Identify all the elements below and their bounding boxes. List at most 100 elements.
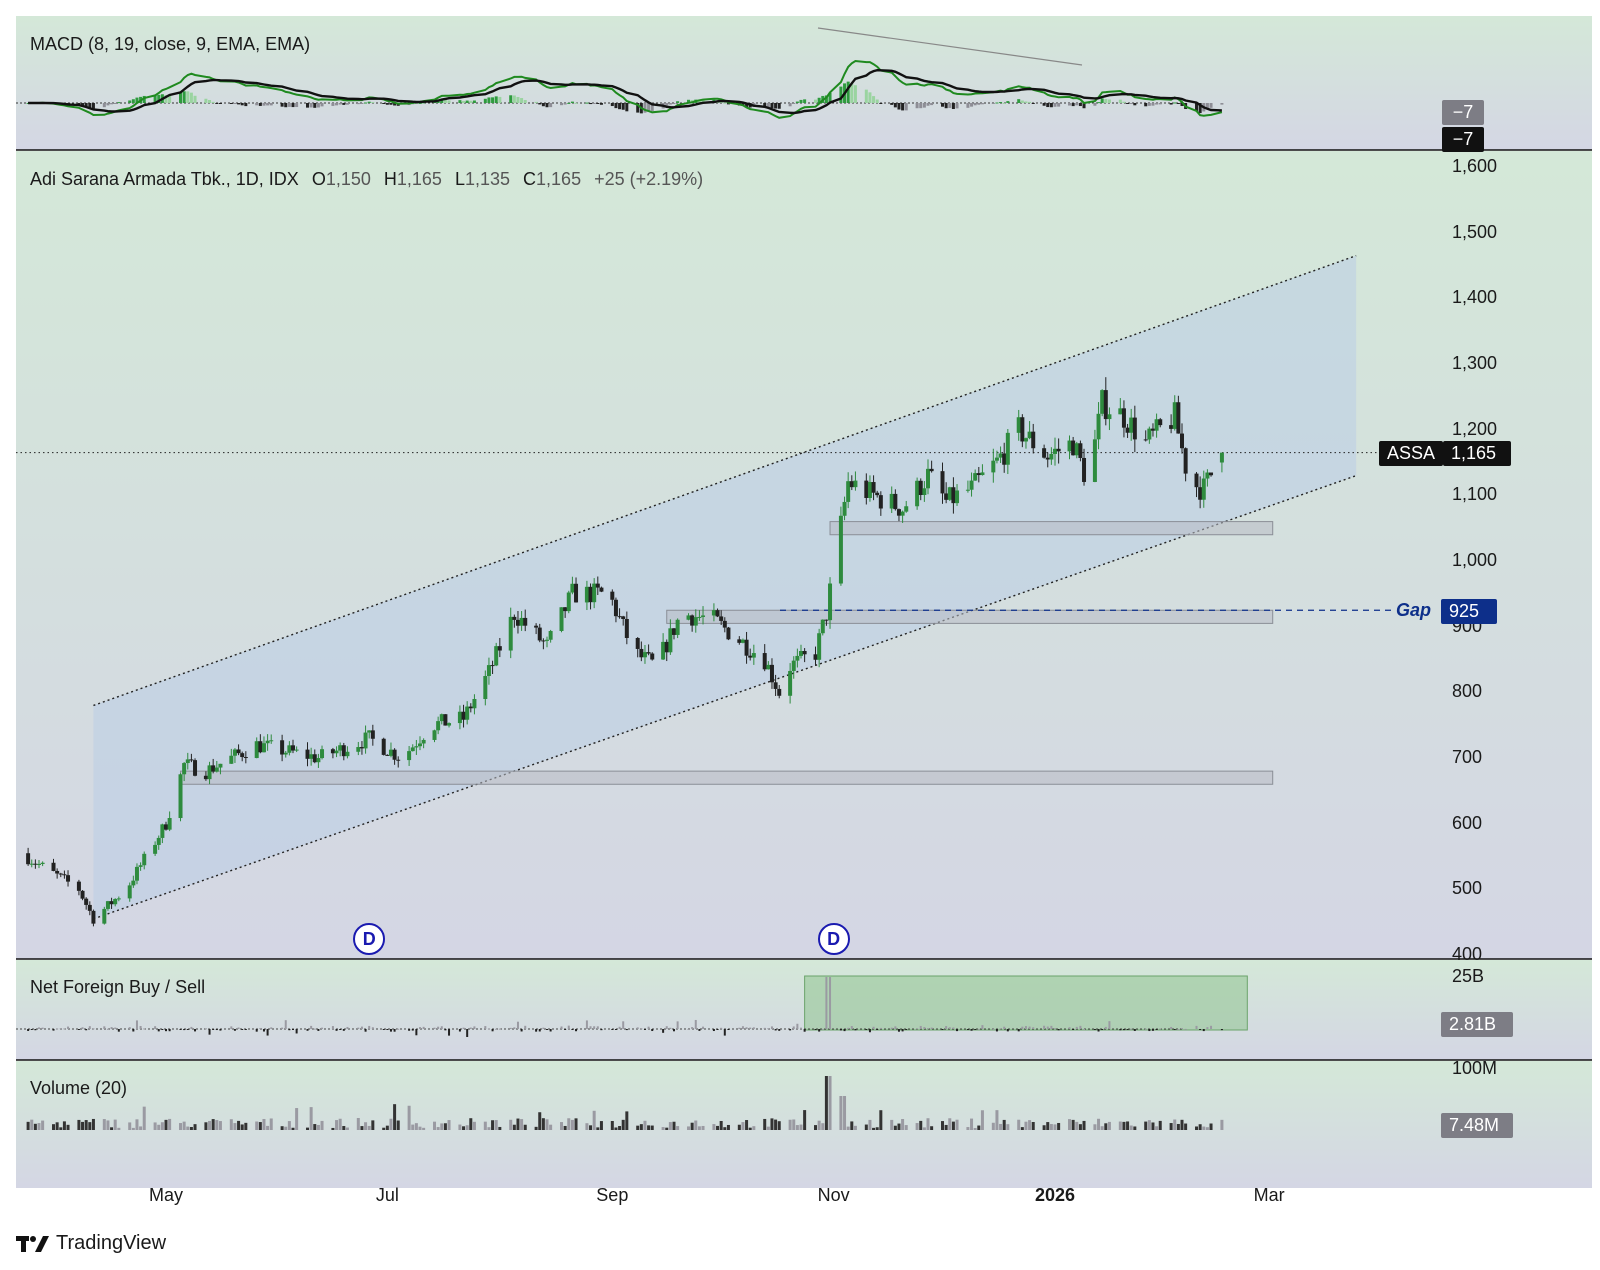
foreign-bar	[615, 1029, 617, 1030]
volume-bar	[295, 1108, 298, 1130]
macd-histogram-bar	[948, 103, 951, 108]
foreign-bar	[154, 1026, 156, 1029]
support-zone	[830, 522, 1273, 535]
foreign-bar	[524, 1026, 526, 1029]
volume-bar	[59, 1127, 62, 1130]
foreign-bar	[564, 1029, 566, 1030]
candle-body	[102, 909, 106, 924]
candle-body	[1046, 458, 1050, 460]
foreign-bar	[488, 1028, 490, 1029]
candle-body	[676, 620, 680, 635]
foreign-bar	[492, 1029, 494, 1031]
volume-bar	[1151, 1122, 1154, 1130]
foreign-bar	[1072, 1029, 1074, 1030]
macd-histogram-bar	[1144, 103, 1147, 106]
candle-body	[621, 616, 625, 619]
macd-badge-grey: −7	[1442, 100, 1484, 125]
candle-body	[218, 764, 222, 768]
candle-body	[948, 487, 952, 500]
macd-histogram-bar	[520, 98, 523, 103]
candle-body	[541, 640, 545, 641]
candle-body	[1180, 434, 1184, 449]
foreign-bar	[746, 1027, 748, 1029]
macd-histogram-bar	[495, 96, 498, 103]
dividend-marker[interactable]: D	[353, 923, 385, 955]
candle-body	[487, 665, 491, 676]
candle-body	[204, 776, 208, 779]
foreign-bar	[1123, 1029, 1125, 1030]
macd-histogram-bar	[484, 99, 487, 103]
macd-histogram-bar	[114, 103, 117, 104]
macd-histogram-bar	[941, 103, 944, 107]
candle-body	[1126, 428, 1130, 433]
candle-body	[745, 640, 749, 656]
y-tick-label: 500	[1452, 878, 1482, 899]
volume-bar	[194, 1124, 197, 1130]
volume-bar	[393, 1104, 396, 1130]
macd-histogram-bar	[1173, 102, 1176, 103]
foreign-bar	[1108, 1021, 1110, 1029]
macd-histogram-bar	[219, 103, 222, 104]
volume-bar	[255, 1122, 258, 1130]
candle-body	[701, 615, 705, 616]
volume-bar	[259, 1122, 262, 1130]
volume-bar	[67, 1125, 70, 1130]
volume-bar	[738, 1125, 741, 1130]
macd-histogram-bar	[513, 95, 516, 103]
dividend-marker[interactable]: D	[818, 923, 850, 955]
open-value: 1,150	[326, 169, 371, 189]
macd-histogram-bar	[419, 103, 422, 104]
candle-body	[26, 853, 30, 864]
candle-body	[1093, 439, 1097, 482]
foreign-bar	[114, 1028, 116, 1029]
foreign-bar	[815, 1029, 817, 1030]
volume-bar	[825, 1076, 828, 1130]
macd-histogram-bar	[1108, 99, 1111, 103]
volume-bar	[132, 1128, 135, 1130]
macd-histogram-bar	[1006, 101, 1009, 103]
macd-histogram-bar	[1032, 103, 1035, 104]
foreign-bar	[517, 1022, 519, 1029]
y-tick-label: 1,500	[1452, 222, 1497, 243]
foreign-bar	[230, 1026, 232, 1029]
candle-body	[244, 757, 248, 758]
foreign-bar	[778, 1029, 780, 1031]
foreign-bar	[336, 1029, 338, 1031]
candle-body	[1133, 418, 1137, 440]
volume-bar	[1220, 1120, 1223, 1130]
volume-bar	[444, 1123, 447, 1130]
candle-body	[741, 640, 745, 643]
volume-bar	[284, 1127, 287, 1130]
macd-histogram-bar	[335, 103, 338, 105]
candle-body	[306, 750, 310, 759]
candle-body	[712, 610, 716, 615]
volume-bar	[876, 1127, 879, 1130]
candle-body	[777, 689, 781, 696]
tradingview-logo[interactable]: TradingView	[16, 1232, 166, 1255]
candle-body	[516, 620, 520, 626]
candle-body	[824, 620, 828, 621]
high-value: 1,165	[397, 169, 442, 189]
foreign-bar	[1199, 1029, 1201, 1030]
macd-histogram-bar	[945, 103, 948, 108]
volume-bar	[458, 1125, 461, 1130]
volume-bar	[564, 1126, 567, 1130]
candle-body	[697, 617, 701, 618]
candle-body	[665, 642, 669, 652]
foreign-bar	[343, 1029, 345, 1031]
candle-body	[483, 676, 487, 699]
macd-histogram-bar	[1021, 101, 1024, 103]
foreign-bar	[245, 1029, 247, 1030]
foreign-bar	[1127, 1029, 1129, 1030]
candle-body	[287, 745, 291, 752]
volume-bar	[977, 1126, 980, 1130]
macd-histogram-bar	[458, 100, 461, 103]
foreign-bar	[535, 1029, 537, 1032]
volume-bar	[498, 1127, 501, 1130]
candle-body	[91, 911, 95, 924]
candle-body	[661, 642, 665, 660]
volume-bar	[803, 1110, 806, 1130]
macd-histogram-bar	[1177, 103, 1180, 104]
volume-bar	[292, 1128, 295, 1130]
